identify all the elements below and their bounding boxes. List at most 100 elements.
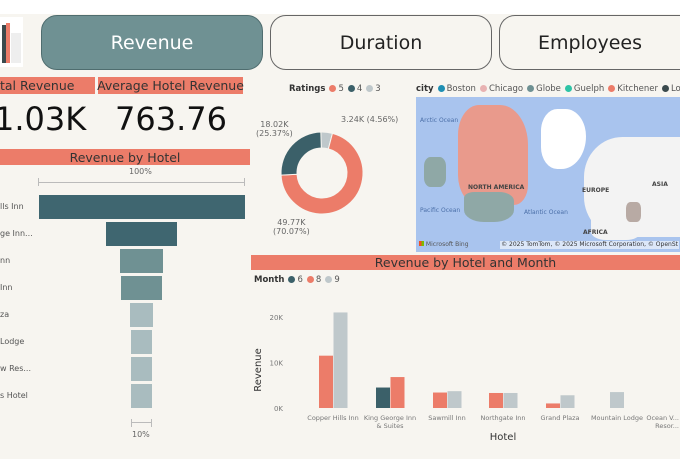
map-label-na: NORTH AMERICA xyxy=(468,184,525,191)
legend-item[interactable]: 6 xyxy=(297,275,303,285)
funnel-label: s Hotel xyxy=(0,391,28,400)
ratings-legend: Ratings 5 4 3 xyxy=(289,84,381,94)
map-label-pacific: Pacific Ocean xyxy=(420,207,461,214)
donut-slice-4[interactable] xyxy=(280,131,322,176)
legend-dot-icon xyxy=(306,275,314,283)
legend-dot-icon xyxy=(329,84,337,92)
city-legend-title: city xyxy=(416,84,434,94)
donut-label-4: 18.02K (25.37%) xyxy=(256,120,293,138)
bar-month-9[interactable] xyxy=(447,391,462,408)
legend-item[interactable]: Boston xyxy=(446,84,476,94)
month-legend-title: Month xyxy=(254,275,285,285)
funnel-bar[interactable] xyxy=(130,303,153,327)
ratings-donut xyxy=(280,131,364,215)
legend-dot-icon xyxy=(325,275,333,283)
top-strip xyxy=(0,0,680,14)
donut-slice-5[interactable] xyxy=(280,132,364,215)
revenue-by-hotel-header: Revenue by Hotel xyxy=(0,149,250,165)
funnel-label: Lodge xyxy=(0,337,25,346)
bar-month-9[interactable] xyxy=(560,395,575,408)
funnel-label: w Res... xyxy=(0,364,32,373)
x-tick-label: Northgate Inn xyxy=(480,414,525,422)
funnel-label: Inn xyxy=(0,283,13,292)
legend-item[interactable]: 9 xyxy=(334,275,340,285)
legend-dot-icon xyxy=(564,84,572,92)
legend-item[interactable]: Globe xyxy=(536,84,561,94)
x-tick-label: Mountain Lodge xyxy=(591,414,643,422)
funnel-bar[interactable] xyxy=(119,249,164,273)
funnel-bar[interactable] xyxy=(38,195,245,219)
y-tick-label: 10K xyxy=(270,360,284,368)
legend-item[interactable]: 3 xyxy=(375,84,381,94)
revenue-by-hotel-month-chart: 0K 10K 20K Revenue Hotel Copper Hills Inn King… xyxy=(253,312,679,443)
tab-revenue[interactable]: Revenue xyxy=(41,15,263,70)
map-label-europe: EUROPE xyxy=(582,187,610,194)
legend-item[interactable]: London xyxy=(670,84,680,94)
x-tick-label: Ocean V... Resor... xyxy=(646,414,679,430)
funnel-bottom-label: 10% xyxy=(132,430,150,439)
city-map[interactable]: Arctic Ocean Pacific Ocean Atlantic Ocea… xyxy=(416,97,680,252)
bar-month-8[interactable] xyxy=(319,355,333,408)
legend-item[interactable]: 4 xyxy=(356,84,363,94)
legend-dot-icon xyxy=(608,84,616,92)
y-tick-label: 20K xyxy=(270,314,284,322)
bar-month-8[interactable] xyxy=(546,403,560,408)
legend-dot-icon xyxy=(437,84,445,92)
legend-dot-icon xyxy=(347,84,355,92)
total-revenue-value: 1.03K xyxy=(0,100,87,138)
legend-item[interactable]: Guelph xyxy=(573,84,605,94)
legend-item[interactable]: Chicago xyxy=(488,84,524,94)
bar-month-9[interactable] xyxy=(333,312,348,408)
x-tick-label: Grand Plaza xyxy=(540,414,579,422)
funnel-bar[interactable] xyxy=(106,222,177,246)
x-tick-label: Copper Hills Inn xyxy=(307,414,358,422)
funnel-label: za xyxy=(0,310,10,319)
funnel-bar[interactable] xyxy=(131,330,152,354)
donut-label-5: 49.77K (70.07%) xyxy=(273,218,310,236)
legend-item[interactable]: 5 xyxy=(338,84,344,94)
y-tick-label: 0K xyxy=(274,405,283,413)
legend-dot-icon xyxy=(527,84,535,92)
legend-dot-icon xyxy=(366,84,374,92)
funnel-top-bracket xyxy=(38,178,245,186)
tab-employees[interactable]: Employees xyxy=(499,15,680,70)
legend-item[interactable]: 8 xyxy=(315,275,322,285)
map-credit: © 2025 TomTom, © 2025 Microsoft Corporat… xyxy=(500,241,679,249)
donut-label-3: 3.24K (4.56%) xyxy=(341,115,399,124)
map-label-arctic: Arctic Ocean xyxy=(420,117,459,124)
x-axis-label: Hotel xyxy=(490,432,517,443)
avg-hotel-revenue-value: 763.76 xyxy=(115,100,227,138)
x-tick-label: King George Inn & Suites xyxy=(364,414,416,430)
bing-logo: Microsoft Bing xyxy=(419,241,469,248)
tab-duration[interactable]: Duration xyxy=(270,15,492,70)
total-revenue-header: tal Revenue xyxy=(0,77,95,94)
funnel-bar[interactable] xyxy=(120,276,163,300)
city-legend: city Boston Chicago Globe Guelph Kitchener Lon… xyxy=(416,84,680,94)
bar-month-8[interactable] xyxy=(489,392,503,408)
funnel-top-label: 100% xyxy=(129,167,152,176)
funnel-bar[interactable] xyxy=(131,357,152,381)
bar-month-9[interactable] xyxy=(503,392,518,408)
bar-month-8[interactable] xyxy=(433,392,447,408)
logo xyxy=(0,17,23,67)
map-label-asia: ASIA xyxy=(652,181,668,188)
funnel-bar[interactable] xyxy=(131,384,152,408)
y-axis-label: Revenue xyxy=(253,348,264,392)
legend-dot-icon xyxy=(661,84,669,92)
bar-month-6[interactable] xyxy=(376,387,390,408)
bar-month-9[interactable] xyxy=(610,392,624,408)
funnel-bottom-bracket xyxy=(131,419,152,427)
funnel-label: nn xyxy=(0,256,11,265)
legend-item[interactable]: Kitchener xyxy=(617,84,658,94)
map-label-africa: AFRICA xyxy=(583,229,608,236)
bar-month-8[interactable] xyxy=(390,377,405,408)
funnel-label: ge Inn... xyxy=(0,229,33,238)
legend-dot-icon xyxy=(479,84,487,92)
funnel-label: lls Inn xyxy=(0,202,24,211)
map-label-atlantic: Atlantic Ocean xyxy=(524,209,568,216)
ratings-legend-title: Ratings xyxy=(289,84,326,94)
x-tick-label: Sawmill Inn xyxy=(428,414,465,422)
revenue-by-hotel-month-header: Revenue by Hotel and Month xyxy=(251,255,680,270)
month-legend: Month 6 8 9 xyxy=(254,275,340,285)
avg-hotel-revenue-header: Average Hotel Revenue xyxy=(97,77,244,94)
